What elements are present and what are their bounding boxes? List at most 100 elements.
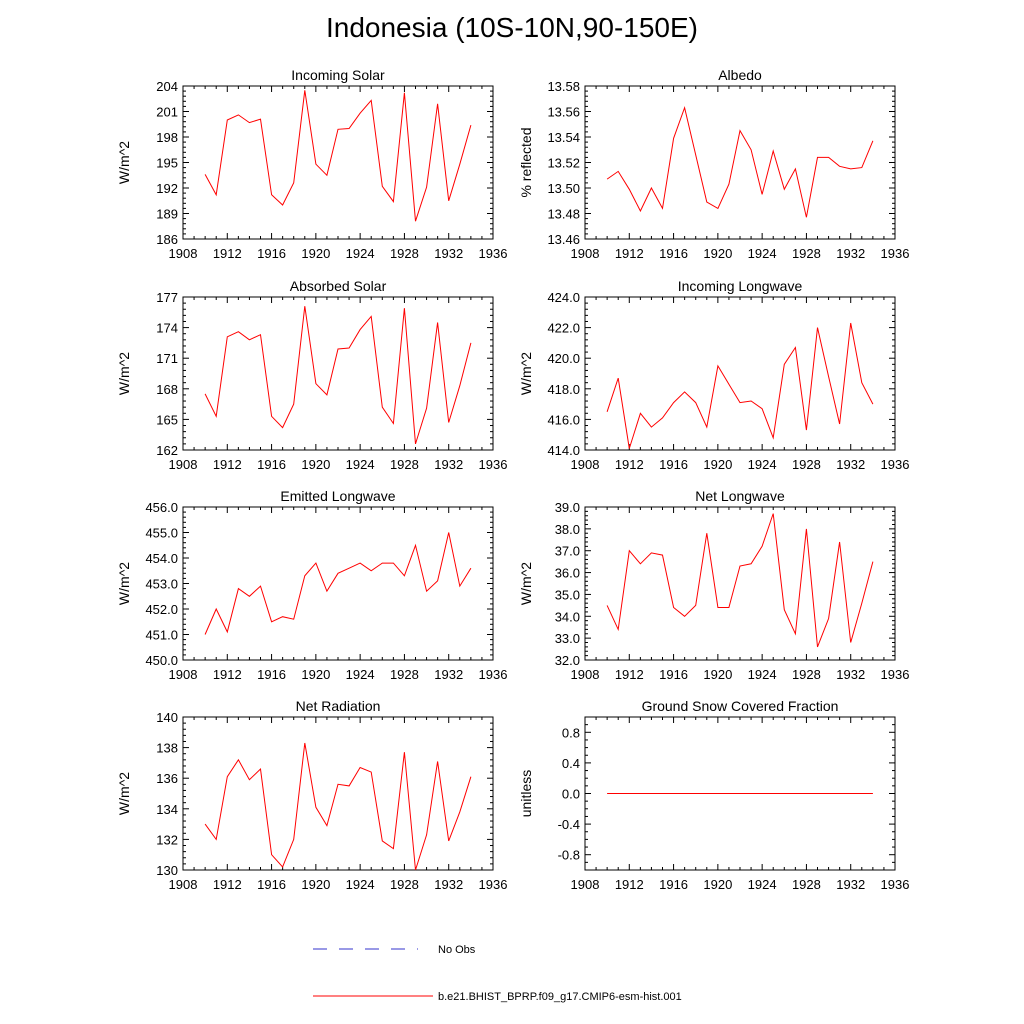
x-tick-label: 1936	[881, 246, 910, 261]
x-tick-label: 1924	[346, 667, 375, 682]
panel-title: Incoming Longwave	[678, 278, 803, 294]
y-tick-label: 456.0	[145, 500, 178, 515]
y-tick-label: 452.0	[145, 602, 178, 617]
y-tick-label: 451.0	[145, 628, 178, 643]
x-tick-label: 1908	[169, 457, 198, 472]
y-tick-label: 186	[156, 232, 178, 247]
y-tick-label: 198	[156, 130, 178, 145]
y-tick-label: 418.0	[547, 382, 580, 397]
x-tick-label: 1928	[792, 457, 821, 472]
x-tick-label: 1908	[571, 457, 600, 472]
y-tick-label: 32.0	[555, 653, 580, 668]
x-tick-label: 1928	[792, 246, 821, 261]
y-tick-label: 36.0	[555, 566, 580, 581]
y-tick-label: 13.58	[547, 79, 580, 94]
x-tick-label: 1932	[434, 667, 463, 682]
x-tick-label: 1928	[792, 667, 821, 682]
x-tick-label: 1928	[390, 667, 419, 682]
x-tick-label: 1912	[615, 246, 644, 261]
x-tick-label: 1932	[836, 246, 865, 261]
y-tick-label: 39.0	[555, 500, 580, 515]
x-tick-label: 1908	[571, 877, 600, 892]
y-tick-label: 0.4	[562, 756, 580, 771]
x-tick-label: 1912	[213, 667, 242, 682]
x-tick-label: 1936	[881, 667, 910, 682]
x-tick-label: 1932	[836, 877, 865, 892]
panel-title: Albedo	[718, 67, 762, 83]
plot-frame	[584, 85, 896, 240]
y-tick-label: 130	[156, 863, 178, 878]
x-tick-label: 1916	[659, 667, 688, 682]
x-tick-label: 1928	[792, 877, 821, 892]
x-tick-label: 1920	[703, 667, 732, 682]
x-tick-label: 1920	[301, 667, 330, 682]
y-tick-label: 13.56	[547, 105, 580, 120]
y-tick-label: 174	[156, 321, 178, 336]
panel-title: Net Radiation	[296, 698, 381, 714]
x-tick-label: 1908	[169, 877, 198, 892]
series-line	[606, 105, 874, 218]
y-tick-label: 13.52	[547, 156, 580, 171]
x-tick-label: 1908	[169, 246, 198, 261]
x-tick-label: 1908	[169, 667, 198, 682]
x-tick-label: 1932	[434, 877, 463, 892]
y-tick-label: 134	[156, 802, 178, 817]
x-tick-label: 1908	[571, 667, 600, 682]
y-tick-label: 204	[156, 79, 178, 94]
plot-frame	[584, 296, 896, 451]
x-tick-label: 1916	[257, 246, 286, 261]
x-tick-label: 1920	[301, 877, 330, 892]
x-tick-label: 1932	[836, 457, 865, 472]
y-tick-label: 414.0	[547, 443, 580, 458]
x-tick-label: 1928	[390, 457, 419, 472]
panel-6: Net Longwave W/m^2 1908 1912 1916 1920 1924 192…	[518, 488, 909, 682]
panel-3: Absorbed Solar W/m^2 1908 1912 1916 1920 1924 1…	[116, 278, 507, 472]
plot-frame	[182, 716, 494, 871]
y-tick-label: 138	[156, 741, 178, 756]
x-tick-label: 1932	[434, 246, 463, 261]
x-tick-label: 1924	[748, 877, 777, 892]
panel-title: Incoming Solar	[291, 67, 385, 83]
x-tick-label: 1924	[748, 457, 777, 472]
y-tick-label: 0.8	[562, 725, 580, 740]
x-tick-label: 1924	[748, 246, 777, 261]
x-tick-label: 1920	[301, 246, 330, 261]
x-tick-label: 1924	[346, 457, 375, 472]
y-tick-label: 455.0	[145, 526, 178, 541]
y-axis-label: W/m^2	[116, 141, 132, 184]
y-tick-label: 416.0	[547, 412, 580, 427]
y-tick-label: -0.8	[558, 848, 580, 863]
panel-2: Albedo % reflected 1908 1912 1916 1920 1924 192…	[518, 67, 909, 261]
x-tick-label: 1912	[615, 457, 644, 472]
y-tick-label: 168	[156, 382, 178, 397]
x-tick-label: 1932	[434, 457, 463, 472]
y-tick-label: 171	[156, 351, 178, 366]
y-tick-label: 177	[156, 290, 178, 305]
y-tick-label: 162	[156, 443, 178, 458]
y-tick-label: 450.0	[145, 653, 178, 668]
x-tick-label: 1936	[479, 457, 508, 472]
series-line	[606, 322, 874, 449]
y-tick-label: 454.0	[145, 551, 178, 566]
x-tick-label: 1928	[390, 877, 419, 892]
x-tick-label: 1912	[213, 246, 242, 261]
panel-5: Emitted Longwave W/m^2 1908 1912 1916 1920 192…	[116, 488, 507, 682]
y-axis-label: W/m^2	[116, 772, 132, 815]
y-tick-label: 192	[156, 181, 178, 196]
y-tick-label: 422.0	[547, 321, 580, 336]
x-tick-label: 1916	[257, 667, 286, 682]
x-tick-label: 1928	[390, 246, 419, 261]
x-tick-label: 1916	[659, 877, 688, 892]
y-tick-label: 37.0	[555, 544, 580, 559]
y-tick-label: 136	[156, 771, 178, 786]
x-tick-label: 1920	[703, 457, 732, 472]
y-axis-label: unitless	[518, 770, 534, 817]
panel-8: Ground Snow Covered Fraction unitless 1908…	[518, 698, 909, 892]
series-line	[606, 513, 874, 648]
x-tick-label: 1924	[346, 246, 375, 261]
x-tick-label: 1924	[748, 667, 777, 682]
figure-title: Indonesia (10S-10N,90-150E)	[325, 12, 698, 43]
plot-frame	[182, 296, 494, 451]
x-tick-label: 1916	[659, 246, 688, 261]
